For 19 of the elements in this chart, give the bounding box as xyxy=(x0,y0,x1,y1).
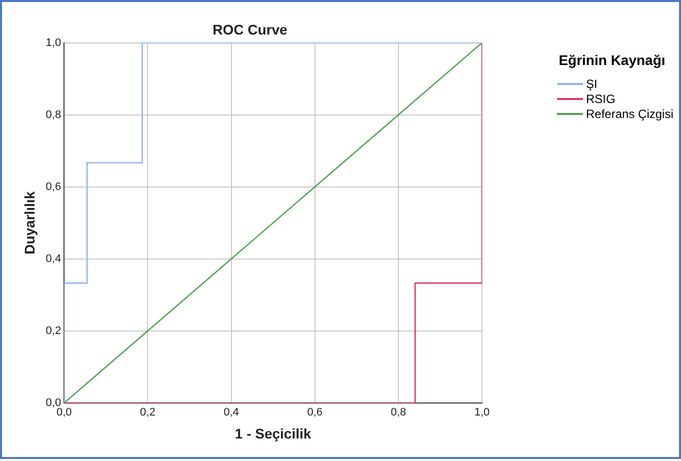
legend-label: ŞI xyxy=(586,76,598,90)
x-axis-title: 1 - Seçicilik xyxy=(234,425,312,442)
x-tick-label: 1,0 xyxy=(474,406,490,419)
y-tick-label: 0,8 xyxy=(46,108,62,121)
y-tick-label: 0,4 xyxy=(46,252,62,265)
x-tick-label: 0,0 xyxy=(56,406,72,419)
legend-title: Eğrinin Kaynağı xyxy=(558,52,666,68)
legend-label: RSIG xyxy=(586,92,616,106)
y-tick-label: 1,0 xyxy=(46,36,62,49)
x-tick-label: 0,2 xyxy=(140,406,156,419)
legend-label: Referans Çizgisi xyxy=(586,106,674,120)
x-tick-label: 0,8 xyxy=(390,406,406,419)
chart-title: ROC Curve xyxy=(212,21,288,38)
x-tick-label: 0,6 xyxy=(307,406,322,419)
y-axis-title: Duyarlılık xyxy=(21,191,38,254)
x-tick-label: 0,4 xyxy=(224,406,239,419)
y-tick-label: 0,6 xyxy=(46,180,62,193)
y-tick-label: 0,0 xyxy=(46,397,62,410)
y-tick-label: 0,2 xyxy=(46,324,62,337)
